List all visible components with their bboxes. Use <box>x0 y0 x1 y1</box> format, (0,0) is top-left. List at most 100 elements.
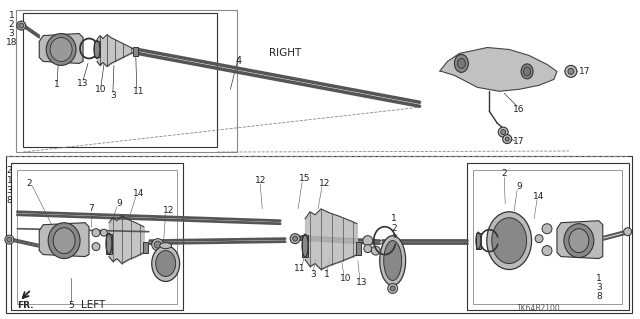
Circle shape <box>19 23 24 28</box>
Circle shape <box>363 236 372 246</box>
Text: 3: 3 <box>6 186 12 195</box>
Ellipse shape <box>569 229 589 253</box>
Text: 2: 2 <box>501 169 507 178</box>
Bar <box>467 163 628 310</box>
Text: 17: 17 <box>513 137 525 145</box>
Text: 10: 10 <box>95 85 107 94</box>
Circle shape <box>290 234 300 244</box>
Text: 1: 1 <box>6 176 12 185</box>
Bar <box>302 235 308 256</box>
Text: 12: 12 <box>255 176 266 185</box>
Text: FR.: FR. <box>17 301 33 310</box>
Ellipse shape <box>487 212 532 270</box>
Polygon shape <box>557 221 603 259</box>
Polygon shape <box>39 33 83 63</box>
Text: 15: 15 <box>300 174 311 183</box>
Text: 3: 3 <box>391 234 397 243</box>
Text: 10: 10 <box>340 274 351 283</box>
Bar <box>17 10 237 152</box>
Circle shape <box>500 130 506 135</box>
Circle shape <box>154 241 161 248</box>
Circle shape <box>502 135 511 144</box>
Text: 6: 6 <box>596 250 602 259</box>
Text: 3: 3 <box>8 29 14 38</box>
Ellipse shape <box>384 241 402 280</box>
Text: TK64B2100: TK64B2100 <box>517 304 561 313</box>
Circle shape <box>292 236 298 241</box>
Ellipse shape <box>160 243 172 249</box>
Circle shape <box>17 21 26 30</box>
Text: 7: 7 <box>88 204 94 213</box>
Text: 9: 9 <box>116 199 122 208</box>
Text: 1: 1 <box>391 214 397 223</box>
Text: 2: 2 <box>8 20 14 29</box>
Bar <box>6 156 632 313</box>
Text: 17: 17 <box>579 67 591 76</box>
Circle shape <box>7 237 12 242</box>
Text: 3: 3 <box>110 91 116 100</box>
Circle shape <box>92 229 100 237</box>
Text: 5: 5 <box>68 301 74 310</box>
Ellipse shape <box>48 223 80 259</box>
Circle shape <box>152 239 164 251</box>
Text: 11: 11 <box>133 87 145 96</box>
Circle shape <box>535 235 543 243</box>
Text: 1: 1 <box>596 274 602 283</box>
Bar <box>476 233 481 249</box>
Ellipse shape <box>454 55 468 72</box>
Text: 1: 1 <box>8 11 14 20</box>
Text: 12: 12 <box>319 179 331 189</box>
Circle shape <box>100 229 108 236</box>
Bar <box>94 41 100 57</box>
Circle shape <box>542 246 552 256</box>
Circle shape <box>505 137 509 141</box>
Text: 3: 3 <box>310 270 316 279</box>
Text: 14: 14 <box>133 189 145 198</box>
Ellipse shape <box>564 224 594 257</box>
Text: RIGHT: RIGHT <box>269 48 301 58</box>
Text: 8: 8 <box>596 292 602 301</box>
Bar <box>143 241 148 253</box>
Text: 2: 2 <box>6 167 12 175</box>
Circle shape <box>371 246 380 255</box>
Circle shape <box>542 224 552 234</box>
Bar <box>12 163 182 310</box>
Circle shape <box>565 65 577 78</box>
Polygon shape <box>440 48 557 91</box>
Text: 18: 18 <box>6 38 17 47</box>
Text: 13: 13 <box>356 278 367 287</box>
Text: 8: 8 <box>6 196 12 205</box>
Ellipse shape <box>524 67 531 76</box>
Text: 9: 9 <box>516 182 522 191</box>
Ellipse shape <box>380 236 406 286</box>
Ellipse shape <box>50 38 72 62</box>
Circle shape <box>390 286 395 291</box>
Text: 2: 2 <box>391 224 397 233</box>
Circle shape <box>568 68 574 74</box>
Bar <box>23 13 218 147</box>
Text: 1: 1 <box>54 80 60 89</box>
Circle shape <box>388 284 397 293</box>
Text: 1: 1 <box>324 270 330 279</box>
Bar <box>106 234 112 254</box>
Bar <box>474 170 621 304</box>
Circle shape <box>498 127 508 137</box>
Polygon shape <box>39 223 89 256</box>
Ellipse shape <box>521 64 533 79</box>
Circle shape <box>623 228 632 236</box>
Text: 12: 12 <box>163 206 174 215</box>
Ellipse shape <box>458 58 465 68</box>
Bar <box>17 170 177 304</box>
Circle shape <box>92 243 100 251</box>
Ellipse shape <box>53 228 75 254</box>
Text: 14: 14 <box>533 192 545 201</box>
Text: 2: 2 <box>26 179 32 189</box>
Text: 4: 4 <box>236 56 241 66</box>
Text: 16: 16 <box>513 105 525 114</box>
Text: 13: 13 <box>77 79 89 88</box>
Ellipse shape <box>46 33 76 65</box>
Text: 18: 18 <box>388 244 399 253</box>
Text: 3: 3 <box>596 283 602 292</box>
Text: 11: 11 <box>294 264 306 273</box>
Ellipse shape <box>156 251 175 277</box>
